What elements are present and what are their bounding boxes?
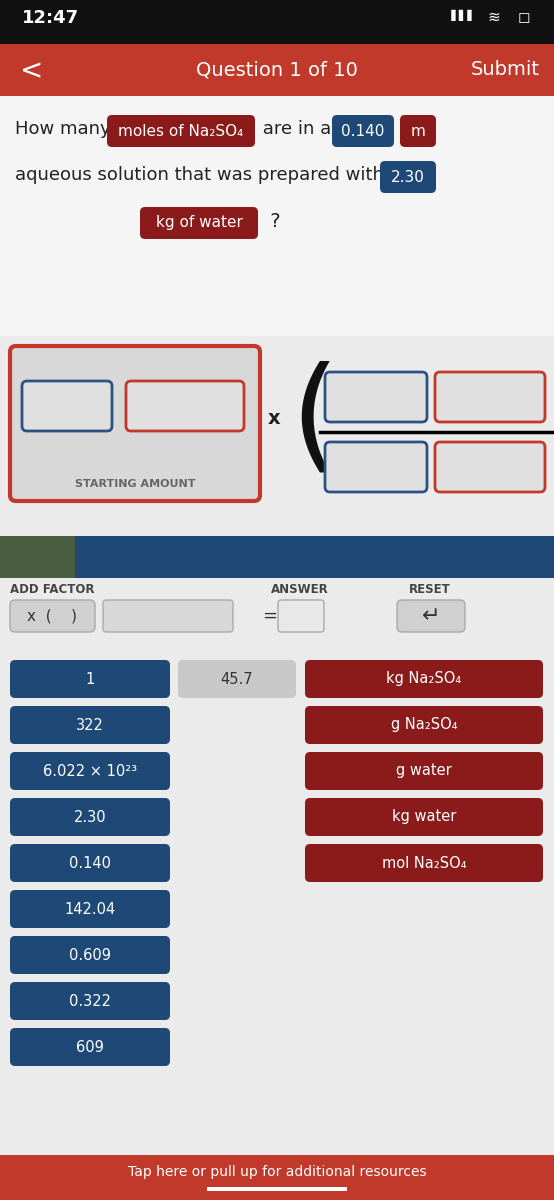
Text: ▐▐▐: ▐▐▐ (447, 10, 472, 22)
Text: ANSWER: ANSWER (271, 583, 329, 596)
Text: kg Na₂SO₄: kg Na₂SO₄ (387, 672, 461, 686)
Text: 609: 609 (76, 1039, 104, 1055)
Text: 322: 322 (76, 718, 104, 732)
Text: are in a: are in a (257, 120, 337, 138)
FancyBboxPatch shape (305, 752, 543, 790)
Text: kg water: kg water (392, 810, 456, 824)
FancyBboxPatch shape (10, 890, 170, 928)
Text: g water: g water (396, 763, 452, 779)
Text: ?: ? (264, 212, 281, 230)
FancyBboxPatch shape (435, 442, 545, 492)
Text: ↵: ↵ (422, 606, 440, 626)
FancyBboxPatch shape (397, 600, 465, 632)
Bar (0, 578, 554, 653)
Bar (0, 1154, 554, 1200)
FancyBboxPatch shape (10, 798, 170, 836)
Text: ADD FACTOR: ADD FACTOR (10, 583, 95, 596)
Bar (0, 536, 75, 578)
FancyBboxPatch shape (305, 660, 543, 698)
FancyBboxPatch shape (305, 798, 543, 836)
Text: 0.140: 0.140 (69, 856, 111, 870)
Bar (0, 96, 554, 336)
Text: 0.322: 0.322 (69, 994, 111, 1008)
Text: 6.022 × 10²³: 6.022 × 10²³ (43, 763, 137, 779)
Text: 0.609: 0.609 (69, 948, 111, 962)
Text: 2.30: 2.30 (74, 810, 106, 824)
Text: moles of Na₂SO₄: moles of Na₂SO₄ (119, 124, 244, 138)
FancyBboxPatch shape (107, 115, 255, 146)
Text: STARTING AMOUNT: STARTING AMOUNT (75, 479, 195, 490)
FancyBboxPatch shape (332, 115, 394, 146)
Text: x: x (268, 408, 280, 427)
FancyBboxPatch shape (10, 982, 170, 1020)
Text: Submit: Submit (471, 60, 540, 79)
Text: Tap here or pull up for additional resources: Tap here or pull up for additional resou… (127, 1165, 427, 1178)
Text: How many: How many (15, 120, 116, 138)
FancyBboxPatch shape (140, 206, 258, 239)
Text: mol Na₂SO₄: mol Na₂SO₄ (382, 856, 466, 870)
Text: <: < (20, 56, 43, 85)
FancyBboxPatch shape (10, 1028, 170, 1066)
FancyBboxPatch shape (10, 706, 170, 744)
FancyBboxPatch shape (325, 442, 427, 492)
Bar (75, 536, 554, 578)
Bar (0, 44, 554, 96)
FancyBboxPatch shape (325, 372, 427, 422)
FancyBboxPatch shape (400, 115, 436, 146)
Bar (0, 0, 554, 44)
Text: 2.30: 2.30 (391, 169, 425, 185)
FancyBboxPatch shape (10, 844, 170, 882)
FancyBboxPatch shape (126, 382, 244, 431)
FancyBboxPatch shape (10, 346, 260, 502)
Text: ◻: ◻ (517, 10, 530, 25)
Text: (: ( (290, 360, 338, 481)
Text: 12:47: 12:47 (22, 8, 79, 26)
Text: ≋: ≋ (488, 10, 500, 25)
FancyBboxPatch shape (305, 706, 543, 744)
Bar (207, 1187, 347, 1190)
Text: Question 1 of 10: Question 1 of 10 (196, 60, 358, 79)
FancyBboxPatch shape (278, 600, 324, 632)
Text: aqueous solution that was prepared with: aqueous solution that was prepared with (15, 166, 389, 184)
Text: 1: 1 (85, 672, 95, 686)
FancyBboxPatch shape (305, 844, 543, 882)
Text: 142.04: 142.04 (64, 901, 116, 917)
Bar (0, 336, 554, 536)
Text: g Na₂SO₄: g Na₂SO₄ (391, 718, 457, 732)
Text: kg of water: kg of water (156, 216, 243, 230)
FancyBboxPatch shape (10, 660, 170, 698)
FancyBboxPatch shape (22, 382, 112, 431)
FancyBboxPatch shape (10, 600, 95, 632)
Text: RESET: RESET (409, 583, 451, 596)
Text: 45.7: 45.7 (220, 672, 253, 686)
Text: 0.140: 0.140 (341, 124, 384, 138)
FancyBboxPatch shape (178, 660, 296, 698)
FancyBboxPatch shape (435, 372, 545, 422)
FancyBboxPatch shape (380, 161, 436, 193)
FancyBboxPatch shape (10, 752, 170, 790)
Text: =: = (262, 607, 277, 625)
FancyBboxPatch shape (10, 936, 170, 974)
Text: m: m (411, 124, 425, 138)
Text: x  (    ): x ( ) (27, 608, 77, 624)
FancyBboxPatch shape (103, 600, 233, 632)
